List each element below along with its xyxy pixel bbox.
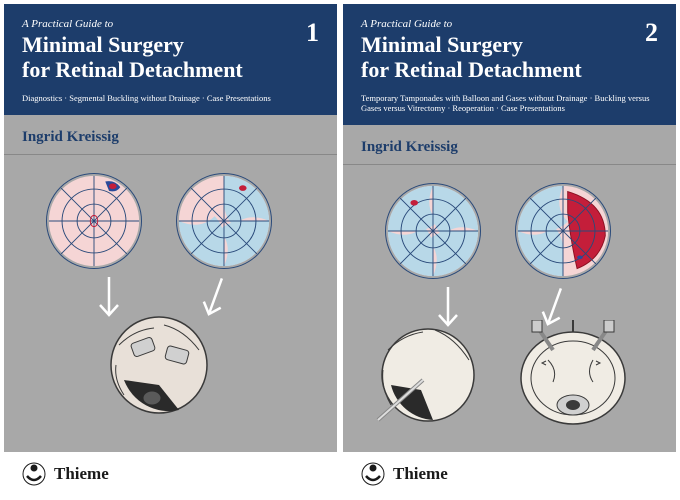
author: Ingrid Kreissig [343,125,676,165]
retina-diagram-left [385,183,481,279]
header: A Practical Guide to Minimal Surgery for… [4,4,337,115]
book-cover-2: A Practical Guide to Minimal Surgery for… [343,4,676,496]
subtitle: Temporary Tamponades with Balloon and Ga… [361,93,658,113]
header: A Practical Guide to Minimal Surgery for… [343,4,676,125]
retina-diagram-left [46,173,142,269]
thieme-logo-icon [361,462,385,486]
volume-number: 2 [645,18,658,48]
pretitle: A Practical Guide to [22,18,319,30]
eye-illustration [104,310,214,420]
title: Minimal Surgery for Retinal Detachment [361,32,658,83]
volume-number: 1 [306,18,319,48]
author: Ingrid Kreissig [4,115,337,155]
retina-diagram-right [515,183,611,279]
footer: Thieme [343,452,676,496]
subtitle: Diagnostics · Segmental Buckling without… [22,93,319,103]
thieme-logo-icon [22,462,46,486]
publisher: Thieme [54,464,109,484]
retina-diagram-right [176,173,272,269]
eye-illustration-left [373,320,483,430]
eye-cross-section [508,320,638,430]
cover-art [4,155,337,452]
title: Minimal Surgery for Retinal Detachment [22,32,319,83]
footer: Thieme [4,452,337,496]
pretitle: A Practical Guide to [361,18,658,30]
book-cover-1: A Practical Guide to Minimal Surgery for… [4,4,337,496]
cover-art [343,165,676,452]
publisher: Thieme [393,464,448,484]
